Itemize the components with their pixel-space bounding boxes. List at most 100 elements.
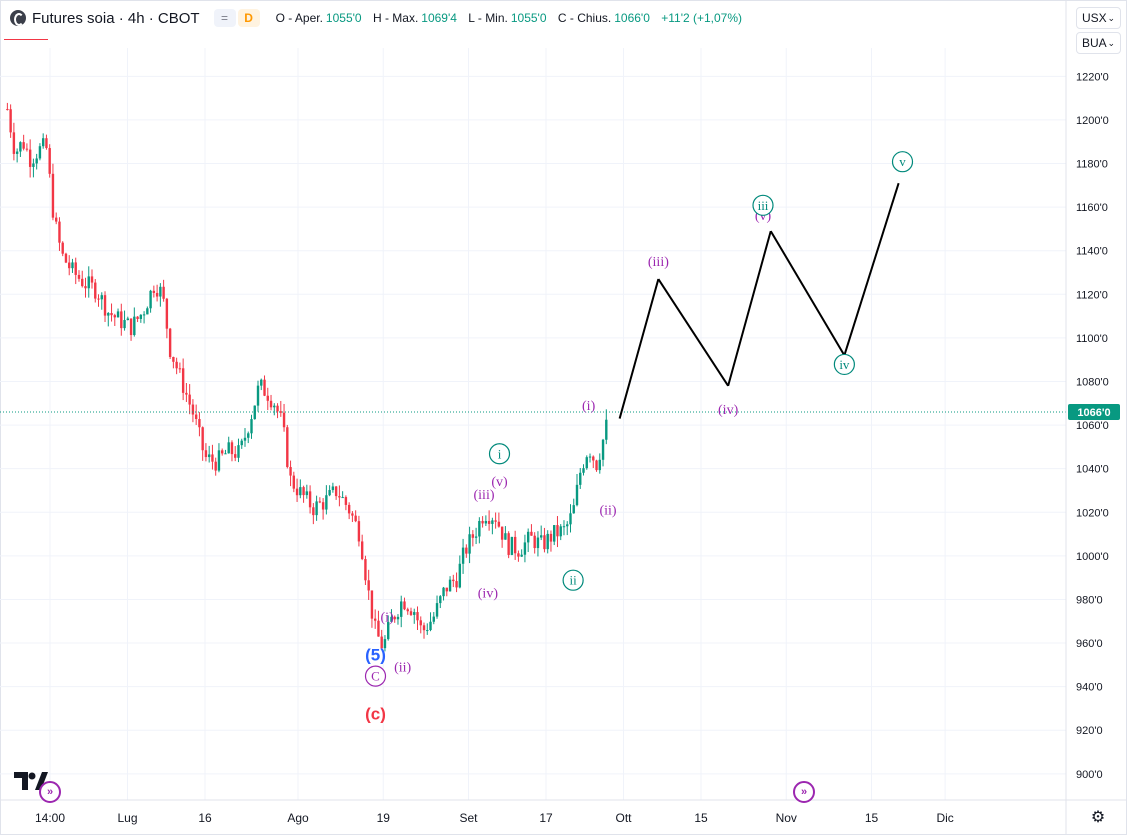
y-tick-label: 1200'0 bbox=[1076, 115, 1109, 127]
currency-select[interactable]: USX ⌄ bbox=[1076, 7, 1121, 29]
candle-body bbox=[15, 151, 19, 154]
candle-body bbox=[256, 385, 260, 406]
wave-labels: (5)C(c)(i)(ii)(iii)(iv)(v)iii(i)(ii)(iii… bbox=[364, 151, 914, 723]
candle-body bbox=[601, 439, 605, 460]
candle-body bbox=[289, 466, 292, 476]
candle-body bbox=[276, 405, 279, 412]
candle-body bbox=[221, 450, 224, 454]
candle-body bbox=[452, 579, 455, 582]
candle-body bbox=[87, 276, 90, 289]
candle-body bbox=[28, 149, 32, 167]
delayed-data-badge[interactable]: D bbox=[237, 9, 260, 27]
candle-body bbox=[494, 520, 497, 522]
candle-body bbox=[58, 221, 61, 243]
candle-body bbox=[22, 142, 25, 149]
candle-body bbox=[162, 286, 165, 299]
candle-body bbox=[198, 419, 201, 428]
candle-body bbox=[185, 392, 188, 395]
candle-body bbox=[139, 314, 143, 319]
candle-body bbox=[465, 547, 468, 554]
close-label: C - Chius. bbox=[557, 11, 612, 25]
wave-projection bbox=[618, 182, 900, 419]
scroll-to-realtime-icon[interactable]: » bbox=[793, 781, 815, 803]
y-tick-label: 900'0 bbox=[1076, 769, 1103, 781]
candle-body bbox=[331, 486, 335, 491]
candle-body bbox=[315, 501, 318, 516]
y-tick-label: 1120'0 bbox=[1076, 289, 1108, 301]
wave-label: (i) bbox=[582, 399, 596, 414]
candle-body bbox=[559, 526, 562, 537]
candle-body bbox=[286, 427, 289, 467]
candle-body bbox=[188, 394, 191, 405]
price-axis[interactable]: 1220'0 1200'0 1180'0 1160'0 1140'0 1120'0 1100… bbox=[1065, 0, 1109, 835]
candle-body bbox=[507, 533, 510, 555]
candle-body bbox=[12, 132, 16, 154]
symbol-logo-icon[interactable] bbox=[10, 10, 26, 26]
candle-body bbox=[94, 282, 97, 299]
x-tick-label: 14:00 bbox=[35, 811, 65, 825]
wave-label: (5) bbox=[365, 645, 386, 664]
candle-body bbox=[224, 453, 227, 455]
low-label: L - Min. bbox=[468, 11, 508, 25]
candle-body bbox=[240, 440, 243, 446]
candle-body bbox=[41, 138, 45, 147]
candle-body bbox=[419, 620, 422, 626]
candle-body bbox=[142, 314, 146, 316]
wave-circle bbox=[891, 151, 914, 173]
symbol-title[interactable]: Futures soia · 4h · CBOT bbox=[32, 9, 200, 27]
candle-body bbox=[439, 596, 442, 604]
x-tick-label: Ott bbox=[615, 811, 632, 825]
candle-body bbox=[100, 295, 103, 300]
candle-body bbox=[513, 536, 517, 554]
open-value: 1055'0 bbox=[325, 11, 362, 25]
candle-body bbox=[406, 609, 409, 612]
candle-body bbox=[598, 459, 601, 471]
y-tick-label: 1040'0 bbox=[1076, 464, 1109, 476]
gear-icon[interactable]: ⚙ bbox=[1090, 809, 1106, 826]
x-tick-label: 17 bbox=[539, 811, 553, 825]
candle-body bbox=[517, 553, 520, 557]
time-axis[interactable]: 14:00 Lug 16 Ago 19 Set 17 Ott 15 Nov 15 Dic bbox=[0, 799, 1127, 825]
candle-body bbox=[9, 109, 12, 133]
candle-body bbox=[484, 521, 488, 524]
candle-body bbox=[390, 616, 393, 622]
candle-body bbox=[344, 497, 348, 505]
candle-body bbox=[282, 412, 286, 428]
candle-body bbox=[64, 253, 68, 263]
y-tick-label: 980'0 bbox=[1076, 594, 1103, 606]
candle-body bbox=[461, 547, 465, 564]
candle-body bbox=[266, 395, 269, 401]
tradingview-logo-icon[interactable] bbox=[14, 772, 48, 790]
candle-body bbox=[448, 579, 452, 592]
candle-body bbox=[481, 520, 484, 524]
candle-body bbox=[227, 442, 230, 454]
unit-select[interactable]: BUA ⌄ bbox=[1076, 32, 1121, 54]
open-label: O - Aper. bbox=[275, 11, 323, 25]
candle-body bbox=[247, 433, 250, 438]
y-tick-label: 1160'0 bbox=[1076, 202, 1108, 214]
candle-body bbox=[422, 625, 426, 631]
wave-circle bbox=[833, 353, 855, 376]
compare-badge[interactable]: = bbox=[213, 9, 236, 27]
y-tick-label: 920'0 bbox=[1076, 725, 1103, 737]
candle-body bbox=[312, 507, 315, 516]
candle-body bbox=[55, 217, 58, 222]
candle-body bbox=[113, 315, 116, 318]
candle-body bbox=[38, 146, 42, 159]
candle-body bbox=[341, 497, 344, 499]
candle-body bbox=[533, 535, 536, 549]
candle-body bbox=[474, 536, 478, 538]
candle-body bbox=[25, 148, 29, 150]
candle-body bbox=[605, 419, 608, 440]
chevron-down-icon: ⌄ bbox=[1107, 13, 1115, 23]
candle-body bbox=[237, 445, 240, 458]
candle-body bbox=[579, 472, 582, 485]
scroll-to-start-icon[interactable]: » bbox=[39, 781, 61, 803]
candle-body bbox=[214, 461, 217, 471]
change-value: +11'2 (+1,07%) bbox=[661, 11, 743, 25]
candle-body bbox=[217, 450, 221, 471]
y-tick-label: 1140'0 bbox=[1076, 246, 1108, 258]
candle-body bbox=[582, 468, 585, 473]
currency-value: USX bbox=[1082, 11, 1107, 25]
